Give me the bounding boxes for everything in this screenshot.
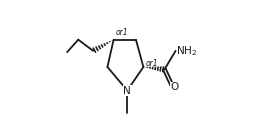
- Text: or1: or1: [115, 28, 128, 37]
- Text: or1: or1: [145, 59, 158, 68]
- Text: NH$_2$: NH$_2$: [176, 44, 197, 58]
- Text: O: O: [170, 82, 179, 92]
- Text: N: N: [123, 86, 131, 95]
